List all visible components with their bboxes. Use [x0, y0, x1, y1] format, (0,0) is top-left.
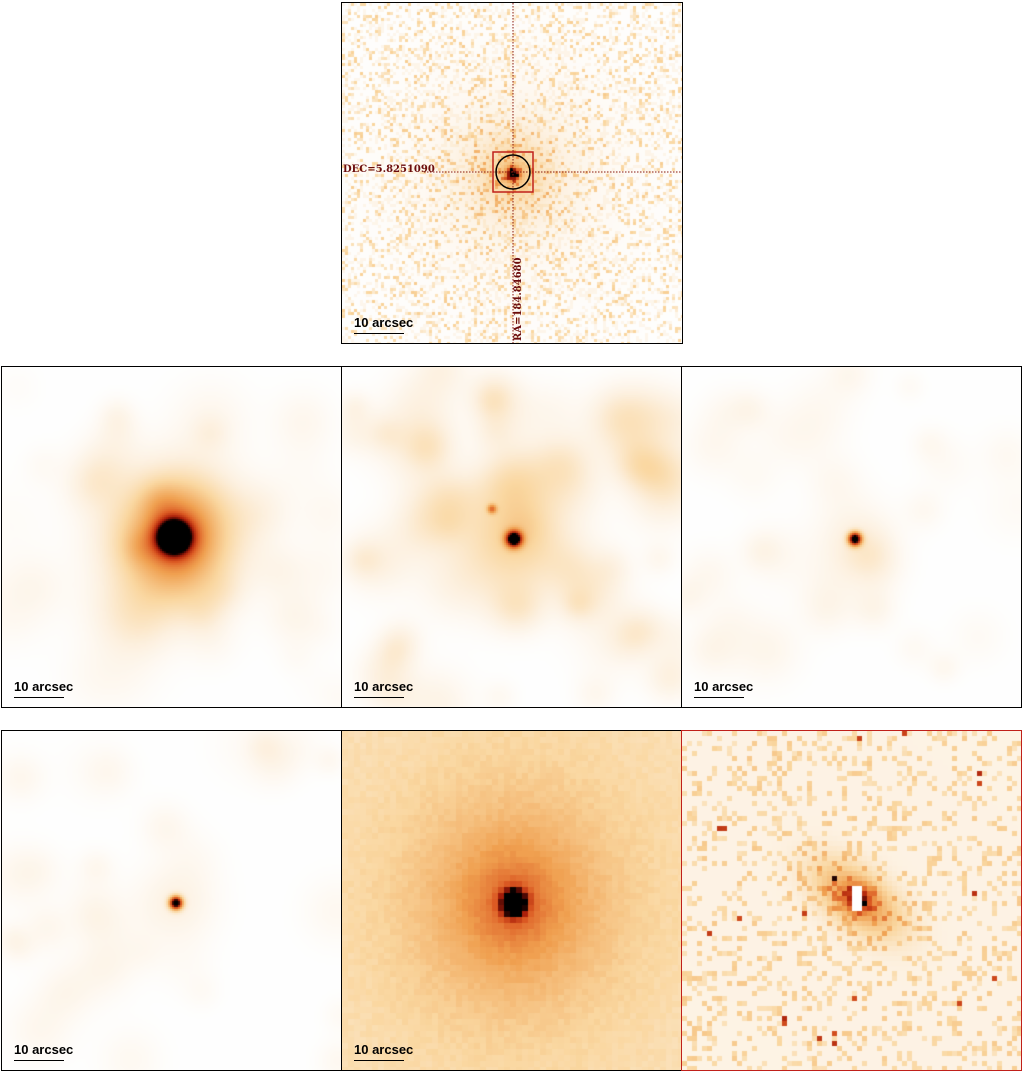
image-panel-row2-center: 10 arcsec [341, 366, 682, 708]
scalebar-line [694, 696, 744, 698]
scalebar-label: 10 arcsec [354, 679, 414, 694]
scalebar-label: 10 arcsec [354, 1042, 414, 1057]
dec-label: DEC=5.8251090 [343, 164, 435, 175]
scalebar: 10 arcsec [354, 1042, 414, 1061]
image-panel-row2-right: 10 arcsec [681, 366, 1022, 708]
scalebar-line [14, 696, 64, 698]
scalebar-line [14, 1059, 64, 1061]
image-canvas [2, 367, 341, 707]
image-panel-row3-center: 10 arcsec [341, 730, 682, 1071]
image-panel-row3-left: 10 arcsec [1, 730, 342, 1071]
ra-label: RA=184.84680 [513, 257, 524, 341]
crosshair-overlay [424, 3, 682, 343]
scalebar-label: 10 arcsec [14, 1042, 74, 1057]
image-canvas [342, 367, 681, 707]
scalebar-line [354, 696, 404, 698]
selection-box [492, 151, 534, 193]
scalebar: 10 arcsec [354, 315, 414, 334]
image-canvas [342, 731, 681, 1070]
scalebar-label: 10 arcsec [694, 679, 754, 694]
scalebar: 10 arcsec [14, 1042, 74, 1061]
image-panel-top: DEC=5.8251090 RA=184.84680 10 arcsec [341, 2, 683, 344]
aperture-circle [495, 154, 531, 190]
image-panel-row2-left: 10 arcsec [1, 366, 342, 708]
scalebar: 10 arcsec [14, 679, 74, 698]
scalebar: 10 arcsec [354, 679, 414, 698]
image-canvas [2, 731, 341, 1070]
image-canvas [682, 367, 1021, 707]
scalebar-line [354, 1059, 404, 1061]
image-canvas [682, 731, 1021, 1070]
image-canvas [342, 3, 682, 343]
scalebar: 10 arcsec [694, 679, 754, 698]
scalebar-label: 10 arcsec [14, 679, 74, 694]
scalebar-label: 10 arcsec [354, 315, 414, 330]
scalebar-line [354, 332, 404, 334]
image-panel-row3-right [681, 730, 1022, 1071]
